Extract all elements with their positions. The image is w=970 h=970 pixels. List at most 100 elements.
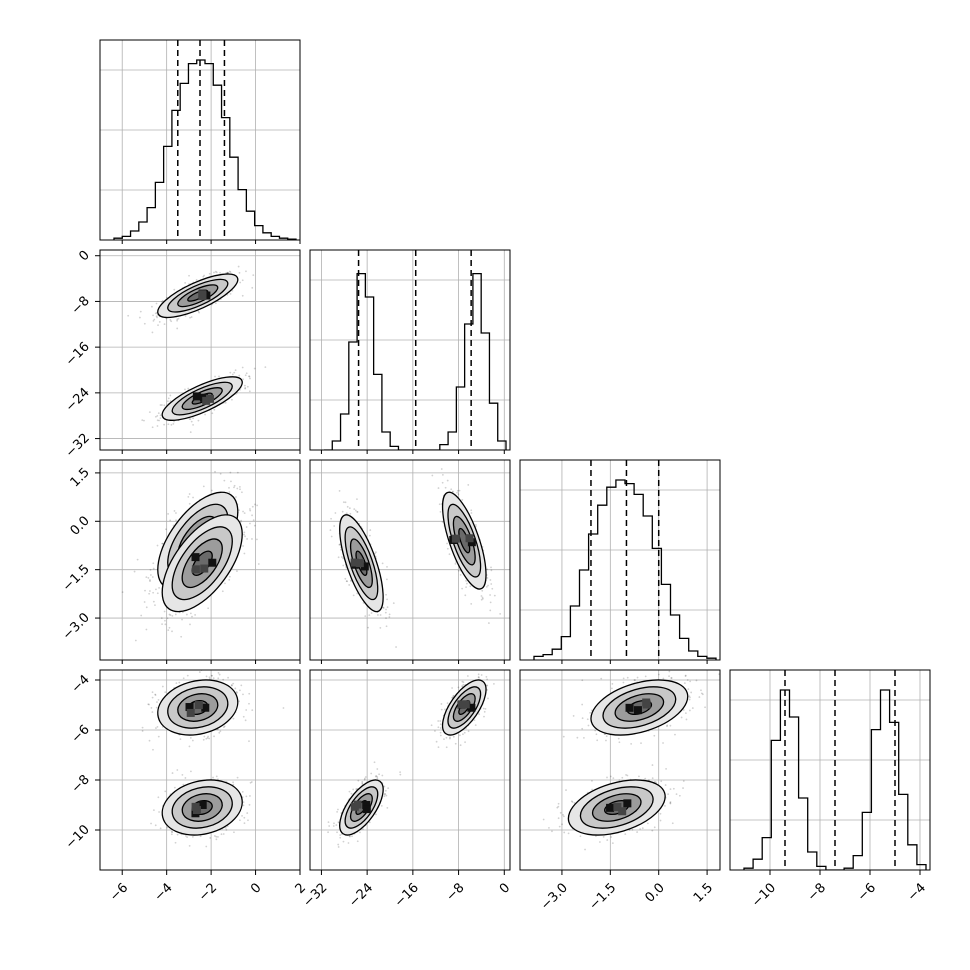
scatter-point xyxy=(209,837,212,839)
scatter-point xyxy=(239,819,241,822)
scatter-point xyxy=(245,372,248,375)
scatter-point xyxy=(454,562,457,565)
scatter-point xyxy=(205,845,208,848)
scatter-point xyxy=(356,592,359,595)
scatter-point xyxy=(207,607,210,610)
scatter-point xyxy=(206,737,209,739)
scatter-point xyxy=(242,510,244,513)
scatter-point xyxy=(242,715,245,718)
scatter-point xyxy=(222,726,225,729)
scatter-point xyxy=(189,623,191,626)
scatter-point xyxy=(243,531,246,534)
scatter-point xyxy=(437,726,440,729)
scatter-point xyxy=(252,274,255,277)
scatter-point xyxy=(160,617,163,620)
scatter-point xyxy=(175,682,178,685)
scatter-point xyxy=(154,824,157,827)
scatter-point xyxy=(169,519,172,522)
scatter-point xyxy=(446,542,448,545)
scatter-point xyxy=(178,681,181,684)
scatter-point xyxy=(446,479,449,482)
scatter-point xyxy=(213,408,216,411)
scatter-point xyxy=(143,322,146,325)
scatter-point xyxy=(430,724,433,727)
scatter-point xyxy=(148,411,151,414)
scatter-point xyxy=(198,311,200,314)
panel-content xyxy=(100,40,300,240)
panel-3-1: −32 −24 −16 −8 0 xyxy=(300,669,513,910)
density-peak xyxy=(202,396,211,405)
scatter-point xyxy=(248,390,251,393)
scatter-point xyxy=(445,746,448,749)
scatter-point xyxy=(153,318,156,321)
panel-frame xyxy=(99,249,301,451)
scatter-point xyxy=(249,508,251,510)
scatter-point xyxy=(184,388,186,391)
scatter-point xyxy=(337,846,340,848)
density-peak xyxy=(191,565,200,574)
scatter-point xyxy=(356,510,359,513)
scatter-point xyxy=(253,367,256,370)
y-tick-label: −4 xyxy=(69,672,93,696)
scatter-point xyxy=(234,687,237,690)
scatter-point xyxy=(490,569,493,572)
scatter-point xyxy=(357,779,360,782)
scatter-point xyxy=(188,274,190,277)
scatter-point xyxy=(197,419,200,422)
scatter-point xyxy=(223,479,226,482)
scatter-point xyxy=(189,418,192,421)
scatter-point xyxy=(480,595,483,597)
scatter-point xyxy=(173,288,176,291)
density-peak xyxy=(191,553,200,562)
scatter-point xyxy=(489,594,491,596)
scatter-point xyxy=(346,505,349,508)
scatter-point xyxy=(329,529,332,531)
scatter-point xyxy=(235,496,237,498)
scatter-point xyxy=(208,272,211,275)
scatter-point xyxy=(154,415,157,418)
scatter-point xyxy=(223,725,226,728)
scatter-point xyxy=(229,271,232,274)
scatter-point xyxy=(147,577,150,579)
scatter-point xyxy=(152,567,155,570)
scatter-point xyxy=(226,271,229,274)
scatter-point xyxy=(231,289,234,292)
y-tick-label: −1.5 xyxy=(60,562,93,595)
scatter-point xyxy=(330,535,333,538)
scatter-point xyxy=(489,609,492,612)
scatter-point xyxy=(246,538,248,540)
scatter-point xyxy=(140,614,143,617)
scatter-point xyxy=(214,375,216,378)
scatter-point xyxy=(158,419,160,422)
scatter-point xyxy=(161,623,163,626)
scatter-point xyxy=(152,319,155,322)
density-peak xyxy=(191,802,200,811)
scatter-point xyxy=(461,680,464,683)
scatter-point xyxy=(159,404,162,406)
scatter-point xyxy=(469,585,472,588)
scatter-point xyxy=(457,493,460,496)
scatter-point xyxy=(440,708,443,711)
density-peak xyxy=(451,534,460,543)
scatter-point xyxy=(458,734,461,737)
scatter-point xyxy=(340,556,343,558)
scatter-point xyxy=(462,681,465,684)
scatter-point xyxy=(192,496,194,499)
scatter-point xyxy=(169,319,172,321)
scatter-point xyxy=(230,684,233,686)
scatter-point xyxy=(487,622,490,624)
scatter-point xyxy=(478,713,481,716)
panel-1-0: −32−24−16−80 xyxy=(63,248,301,461)
scatter-point xyxy=(241,491,243,494)
scatter-point xyxy=(499,612,502,615)
scatter-point xyxy=(233,831,235,834)
scatter-point xyxy=(367,626,370,629)
scatter-point xyxy=(435,740,438,743)
panel-content xyxy=(100,250,300,450)
scatter-point xyxy=(230,684,233,687)
y-tick-label: −8 xyxy=(69,294,93,318)
scatter-point xyxy=(147,703,150,706)
scatter-point xyxy=(171,630,173,633)
scatter-point xyxy=(171,831,174,834)
density-peak xyxy=(200,564,209,573)
